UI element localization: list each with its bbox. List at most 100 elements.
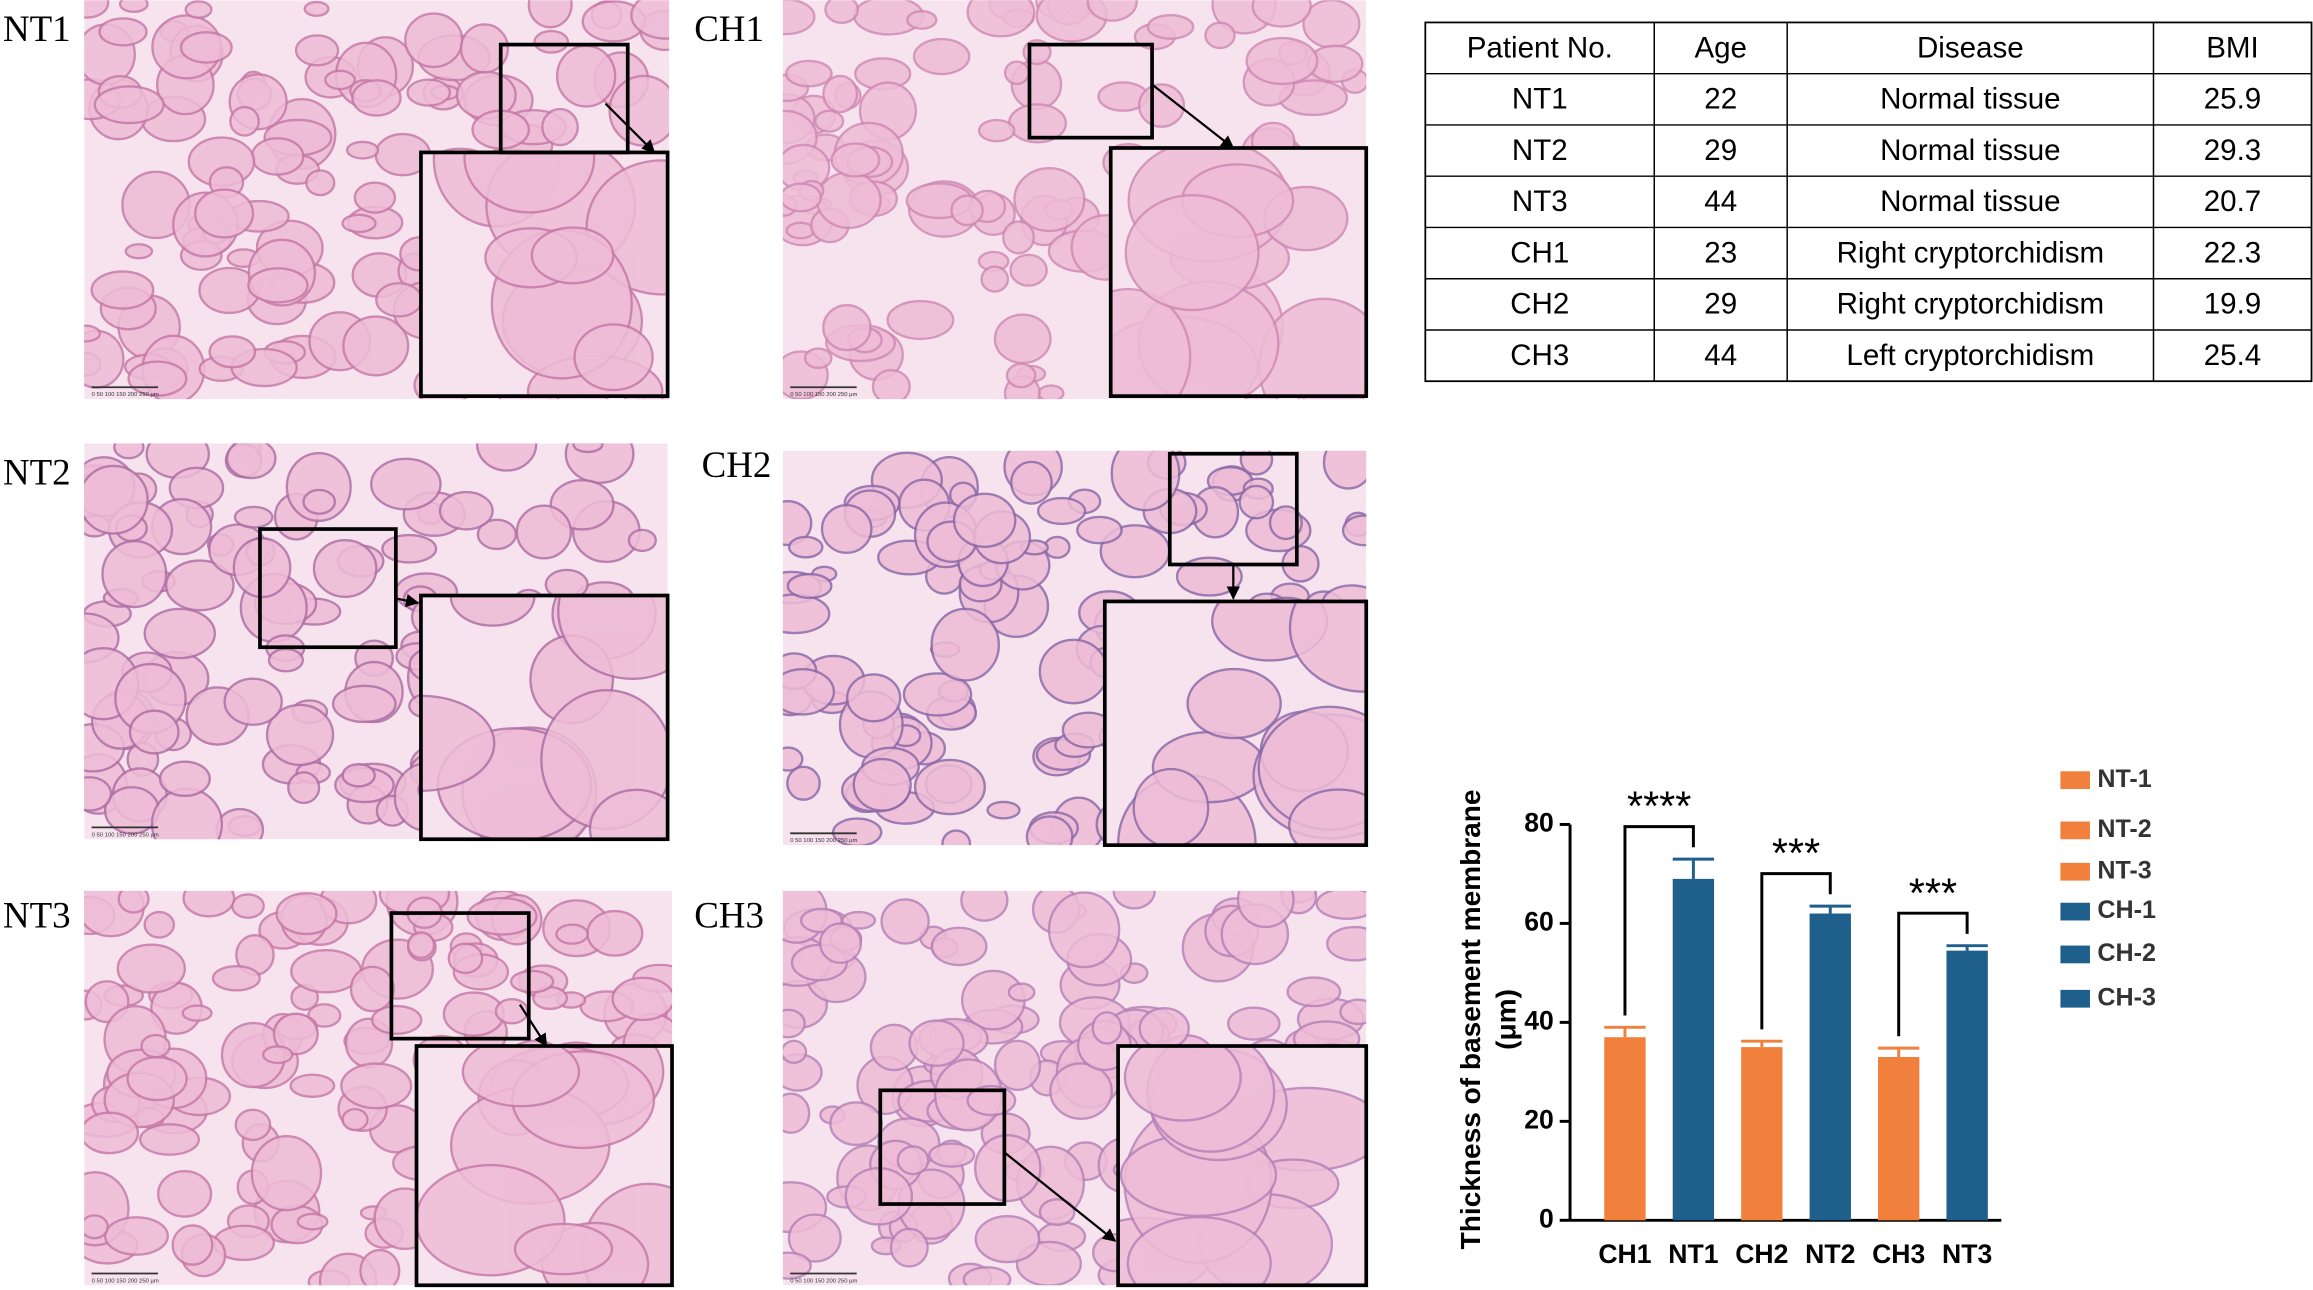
tubule bbox=[782, 1251, 812, 1280]
zoom-arrow bbox=[395, 594, 420, 608]
tubule bbox=[287, 771, 321, 805]
y-axis-label-line: Thickness of basement membrane bbox=[1455, 790, 1486, 1250]
tubule bbox=[466, 896, 538, 936]
tubule bbox=[265, 703, 335, 767]
tubule bbox=[608, 74, 670, 147]
tubule bbox=[1258, 297, 1367, 397]
tubule bbox=[113, 443, 145, 460]
scale-label: 0 50 100 150 200 250 µm bbox=[92, 832, 159, 838]
tubule bbox=[1007, 982, 1036, 1003]
panel-label: CH2 bbox=[702, 444, 772, 485]
tubule bbox=[1112, 890, 1156, 910]
tubule bbox=[527, 0, 573, 29]
tubule bbox=[351, 79, 402, 117]
panel-label: NT1 bbox=[3, 8, 71, 49]
tubule bbox=[302, 488, 337, 515]
tubule bbox=[782, 0, 816, 36]
tubule bbox=[234, 1108, 272, 1142]
tubule bbox=[630, 0, 670, 40]
tubule bbox=[370, 1004, 423, 1036]
tubule bbox=[1036, 496, 1087, 526]
zoom-arrow bbox=[518, 1004, 548, 1048]
inset-frame bbox=[1102, 599, 1369, 847]
table-cell: 29 bbox=[1704, 288, 1737, 321]
tubule bbox=[902, 672, 973, 717]
scale-label: 0 50 100 150 200 250 µm bbox=[92, 1278, 159, 1284]
tubule bbox=[267, 647, 304, 673]
tubule bbox=[406, 931, 436, 959]
tubule bbox=[541, 107, 579, 147]
table-cell: 23 bbox=[1704, 236, 1737, 269]
tubule bbox=[1126, 1215, 1272, 1286]
tubule bbox=[814, 109, 845, 133]
micrograph bbox=[1104, 601, 1367, 846]
tubule bbox=[871, 369, 911, 400]
tubule bbox=[787, 535, 824, 559]
tubule bbox=[906, 9, 938, 30]
tubule bbox=[128, 709, 180, 755]
table-cell: Normal tissue bbox=[1880, 134, 2061, 167]
y-tick-label: 60 bbox=[1524, 906, 1554, 936]
tubule bbox=[124, 243, 154, 260]
tubule bbox=[1315, 890, 1367, 920]
tubule bbox=[952, 492, 1017, 549]
tubule bbox=[896, 1145, 930, 1176]
tubule bbox=[1326, 925, 1367, 962]
table-cell: CH2 bbox=[1510, 288, 1569, 321]
tubule bbox=[171, 1224, 214, 1266]
table-cell: NT2 bbox=[1512, 134, 1568, 167]
y-axis-label: Thickness of basement membrane (μm) bbox=[1455, 790, 1521, 1250]
inset-frame bbox=[1116, 1044, 1369, 1288]
tubule bbox=[1025, 815, 1074, 846]
legend-swatch bbox=[2060, 902, 2090, 921]
tubule bbox=[275, 892, 338, 936]
tubule bbox=[852, 757, 912, 812]
tubule bbox=[223, 677, 283, 726]
tubule bbox=[912, 37, 971, 76]
legend-swatch bbox=[2060, 771, 2090, 790]
tubule bbox=[845, 673, 902, 723]
tubule bbox=[1186, 667, 1282, 740]
tubule bbox=[1238, 484, 1275, 520]
zoom-arrow bbox=[1003, 1151, 1117, 1242]
micrograph bbox=[1118, 1046, 1367, 1286]
tubule bbox=[787, 1213, 842, 1263]
panel-label: NT3 bbox=[3, 894, 71, 935]
tubule bbox=[406, 78, 452, 107]
tubule bbox=[515, 504, 573, 560]
tubule bbox=[305, 169, 336, 197]
tubule bbox=[966, 0, 1036, 38]
tubule bbox=[977, 118, 1016, 143]
table-cell: Age bbox=[1694, 31, 1747, 64]
tubule bbox=[555, 44, 617, 108]
tubule bbox=[84, 1214, 109, 1240]
zoom-box bbox=[498, 42, 630, 155]
x-tick-label: CH1 bbox=[1598, 1239, 1651, 1269]
legend-label: NT-3 bbox=[2097, 856, 2151, 884]
tubule bbox=[803, 347, 833, 370]
tubule bbox=[1124, 194, 1260, 312]
tubule bbox=[1010, 460, 1053, 505]
significance-bracket bbox=[1623, 825, 1695, 1016]
tubule bbox=[820, 504, 873, 554]
tubule bbox=[84, 324, 102, 343]
significance-bracket bbox=[1897, 911, 1969, 1037]
table-cell: Disease bbox=[1917, 31, 2024, 64]
panel-label: CH1 bbox=[694, 8, 764, 49]
tubule bbox=[158, 760, 211, 798]
tubule bbox=[1138, 1007, 1190, 1050]
tubule bbox=[118, 0, 149, 13]
tubule bbox=[98, 17, 148, 47]
tubule bbox=[1175, 556, 1243, 597]
tubule bbox=[960, 890, 1009, 922]
tubule bbox=[822, 303, 872, 352]
bar bbox=[1741, 1047, 1783, 1221]
tubule bbox=[980, 265, 1010, 293]
tubule bbox=[1339, 998, 1367, 1026]
tubule bbox=[1013, 167, 1086, 233]
tubule bbox=[84, 776, 113, 812]
tubule bbox=[353, 181, 397, 214]
zoom-box bbox=[878, 1088, 1007, 1206]
panel-label: NT2 bbox=[3, 451, 71, 492]
tubule bbox=[509, 969, 555, 994]
